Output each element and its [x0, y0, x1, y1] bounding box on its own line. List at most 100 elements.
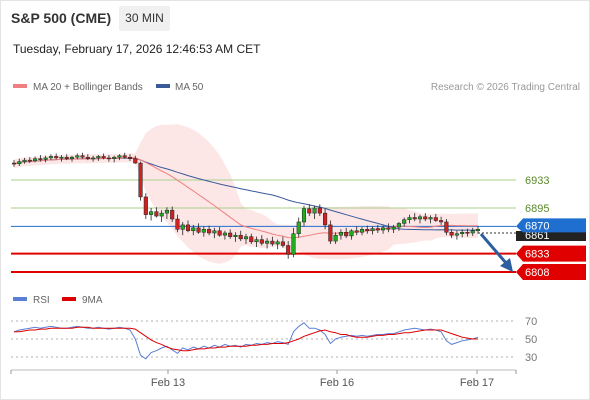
candle-body: [117, 155, 122, 158]
candle-body: [149, 211, 154, 215]
candle: [396, 221, 401, 231]
support-label-6833: 6833: [525, 249, 549, 261]
candle-body: [80, 155, 85, 158]
candle: [69, 155, 75, 162]
rsi-level-label-50: 50: [525, 334, 537, 346]
candle-body: [85, 156, 90, 159]
candle: [154, 207, 159, 218]
candle: [291, 227, 296, 258]
candle-body: [212, 230, 217, 234]
candle-body: [386, 227, 391, 230]
candle-body: [333, 234, 338, 242]
support-tag-6808: [516, 264, 586, 280]
x-tick-label: Feb 16: [320, 377, 354, 389]
candle: [75, 153, 80, 160]
candlesticks: [11, 152, 481, 259]
candle: [407, 214, 412, 224]
candle-body: [396, 223, 401, 228]
candle: [164, 207, 169, 220]
candle: [122, 152, 127, 159]
candle: [412, 213, 417, 222]
candle: [265, 238, 270, 249]
candle-body: [164, 209, 169, 214]
candle-body: [317, 207, 322, 214]
candle: [296, 217, 301, 238]
candle-body: [138, 162, 143, 198]
rsi-panel: 70 50 30: [11, 316, 537, 364]
price-level-labels: 6933 6895 6861 6833 6808 6870: [516, 175, 586, 280]
candle-body: [433, 217, 438, 221]
candle-body: [143, 196, 148, 215]
candle-body: [112, 156, 117, 159]
forecast-arrow: [479, 233, 513, 272]
x-tick-label: Feb 17: [460, 377, 494, 389]
candle-body: [338, 232, 343, 236]
candle-body: [417, 216, 423, 220]
candle: [64, 154, 69, 161]
candle-body: [222, 232, 227, 236]
candle: [138, 161, 143, 201]
candle-body: [370, 228, 375, 232]
candle: [280, 236, 285, 248]
candle: [444, 219, 449, 236]
candle: [43, 155, 48, 163]
candle-body: [307, 208, 312, 214]
instrument-title: S&P 500 (CME): [11, 10, 112, 26]
candle-body: [381, 227, 386, 231]
support-tag-6833: [516, 245, 586, 262]
candle: [222, 230, 227, 240]
candle: [180, 221, 185, 236]
ma9-legend-swatch: [62, 297, 76, 301]
price-levels: [11, 179, 516, 273]
candle-body: [64, 156, 69, 159]
candle: [259, 235, 264, 246]
candle-body: [359, 229, 365, 233]
candle-body: [439, 220, 444, 223]
candle: [80, 152, 85, 159]
candle-body: [96, 156, 101, 159]
candle: [470, 227, 475, 236]
candle-body: [217, 230, 222, 236]
candle-body: [243, 236, 249, 240]
candle-body: [470, 230, 475, 234]
candle-body: [407, 217, 412, 220]
candle: [106, 154, 111, 162]
candle-body: [54, 156, 59, 159]
candle: [11, 160, 17, 167]
candle: [317, 204, 322, 217]
candle: [17, 158, 22, 167]
candle: [59, 154, 64, 162]
candle-body: [33, 158, 38, 162]
candle-body: [101, 156, 106, 159]
last-price-tag: [516, 230, 586, 241]
candle: [254, 236, 259, 247]
candle: [423, 213, 428, 222]
x-tick-label: Feb 13: [151, 377, 185, 389]
candle-body: [185, 224, 191, 232]
candle: [38, 154, 43, 162]
support-label-6808: 6808: [525, 267, 549, 279]
candle: [249, 233, 254, 245]
candle: [243, 233, 249, 245]
ma50-legend-swatch: [156, 84, 170, 88]
candle-body: [349, 230, 354, 237]
candle-body: [106, 157, 111, 160]
candle-body: [254, 239, 259, 243]
pivot-label-6870: 6870: [525, 220, 549, 232]
research-credit: Research © 2026 Trading Central: [431, 82, 580, 93]
candle: [386, 223, 391, 233]
last-price-label: 6861: [525, 230, 549, 242]
candle: [391, 224, 396, 233]
x-axis-ticks: Feb 13 Feb 16 Feb 17: [10, 370, 517, 389]
candle-body: [375, 228, 380, 231]
candle-body: [127, 156, 133, 159]
candle-body: [454, 233, 459, 236]
candle-body: [428, 217, 433, 220]
forecast-arrow-head: [500, 258, 513, 272]
timeframe-button[interactable]: 30 MIN: [119, 6, 170, 31]
candle-body: [207, 229, 212, 234]
candle: [449, 229, 454, 239]
candle-body: [265, 240, 270, 244]
candle-body: [133, 158, 138, 164]
